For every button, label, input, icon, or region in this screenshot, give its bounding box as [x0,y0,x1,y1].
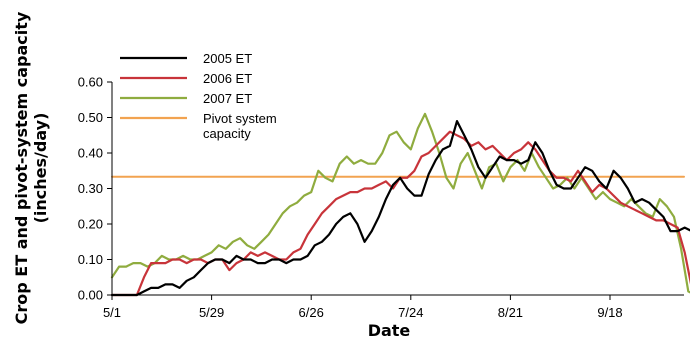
y-axis-title: Crop ET and pivot-system capacity (inche… [12,11,50,324]
y-tick-label: 0.50 [78,110,103,125]
series-line-2006-et [110,130,690,297]
legend-label: capacity [203,126,251,141]
series-line-2005-et [110,119,690,297]
axes: 0.00 0.10 0.20 0.30 0.40 0.50 0.60 5/1 5/29 6/26 7… [78,75,684,320]
x-tick-label: 9/18 [597,305,622,320]
x-axis-title: Date [368,321,411,340]
legend-label: 2005 ET [203,51,252,66]
series-layer [110,112,690,297]
legend-label: 2006 ET [203,71,252,86]
y-tick-label: 0.40 [78,146,103,161]
y-tick-label: 0.00 [78,288,103,303]
legend: 2005 ET 2006 ET 2007 ET Pivot systemcapacit… [120,51,277,141]
x-tick-label: 8/21 [498,305,523,320]
y-tick-label: 0.30 [78,181,103,196]
y-axis-title-line-1: Crop ET and pivot-system capacity [12,11,31,324]
x-tick-label: 7/24 [398,305,423,320]
x-tick-label: 6/26 [299,305,324,320]
legend-label: 2007 ET [203,91,252,106]
x-tick-label: 5/29 [199,305,224,320]
legend-label: Pivot system [203,111,277,126]
y-tick-label: 0.20 [78,217,103,232]
y-tick-label: 0.60 [78,75,103,90]
y-tick-label: 0.10 [78,252,103,267]
x-tick-label: 5/1 [103,305,121,320]
y-axis-title-line-2: (inches/day) [31,113,50,224]
series-line-2007-et [110,112,690,294]
